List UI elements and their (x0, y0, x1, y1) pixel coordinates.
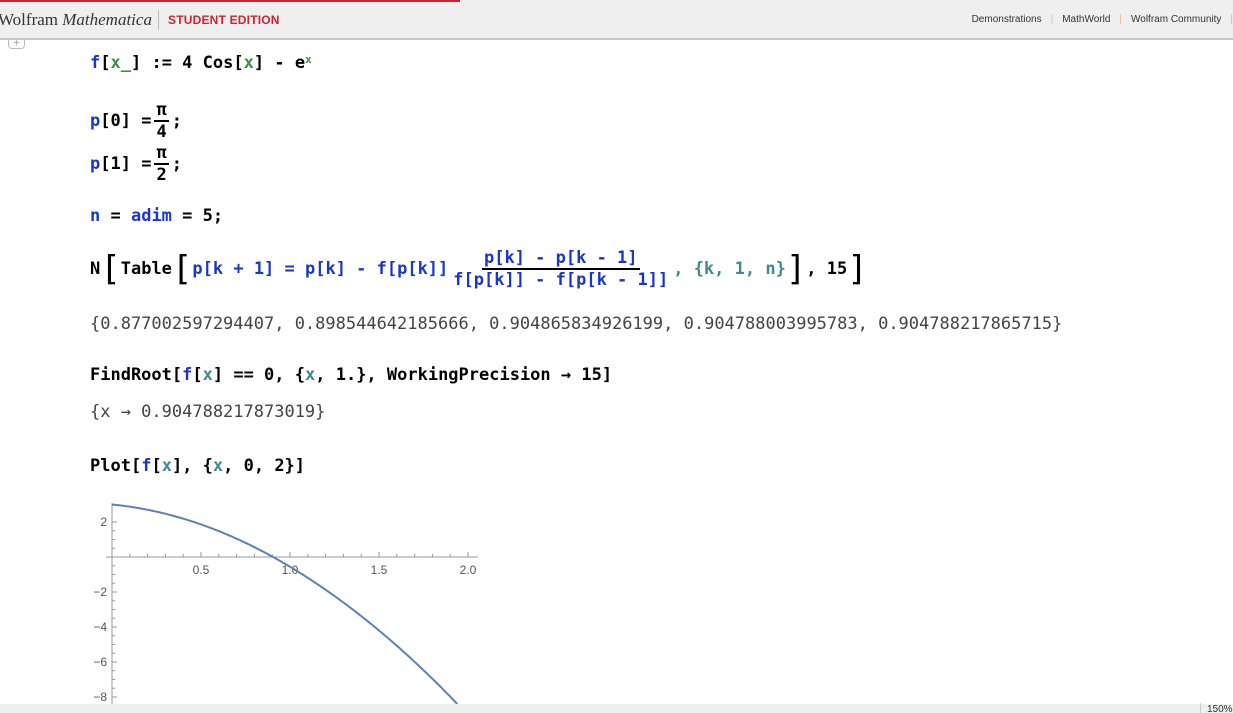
code-text: p[k + 1] = p[k] - f[p[k]] (192, 259, 449, 279)
code-text: [0] = (100, 111, 152, 131)
numerator: p[k] - p[k - 1] (481, 248, 640, 270)
y-tick-label: 2 (100, 515, 107, 529)
y-tick-label: −8 (93, 690, 107, 704)
var-x: x (305, 365, 316, 385)
output-findroot: {x → 0.904788217873019} (90, 402, 326, 422)
x-tick-label: 0.5 (193, 563, 210, 577)
var-x: x (212, 456, 224, 476)
y-tick-label: −6 (93, 655, 107, 669)
iterator: , {k, 1, n} (673, 259, 786, 279)
denominator: f[p[k]] - f[p[k - 1]] (453, 270, 669, 290)
fraction: p[k] - p[k - 1] f[p[k]] - f[p[k - 1]] (451, 248, 670, 290)
symbol-p: p (90, 154, 101, 174)
symbol-n: n (90, 206, 101, 226)
input-cell-p0[interactable]: p [0] = π 4; (90, 100, 182, 142)
code-text: , 15 (806, 259, 848, 279)
brand-logo[interactable]: Wolfram Mathematica (0, 10, 152, 30)
y-tick-label: −4 (93, 620, 107, 634)
var-x: x (243, 53, 254, 73)
input-cell-table[interactable]: N[Table[p[k + 1] = p[k] - f[p[k]] p[k] -… (90, 248, 868, 290)
add-cell-button[interactable]: + (8, 37, 25, 49)
link-wolfram-community[interactable]: Wolfram Community (1131, 14, 1222, 25)
code-text: := 4 Cos[ (151, 53, 244, 73)
code-text: Plot[ (90, 456, 142, 476)
link-demonstrations[interactable]: Demonstrations (971, 14, 1042, 25)
brand-italic: Mathematica (62, 10, 152, 29)
divider (158, 10, 159, 30)
code-table: Table (120, 259, 172, 279)
progress-line (0, 0, 460, 2)
code-text: = 5; (171, 206, 224, 226)
symbol-adim: adim (130, 206, 172, 226)
function-curve (111, 503, 459, 705)
top-bar: Wolfram Mathematica STUDENT EDITION Demo… (0, 0, 1233, 40)
symbol-f: f (90, 53, 101, 73)
x-tick-label: 1.0 (282, 563, 299, 577)
var-x: x (202, 365, 213, 385)
exponent: x (305, 52, 312, 66)
code-text: ; (171, 154, 182, 174)
x-tick-label: 1.5 (371, 563, 388, 577)
x-tick-label: 2.0 (460, 563, 477, 577)
header-links: Demonstrations | MathWorld | Wolfram Commu… (963, 14, 1233, 25)
input-cell-plot[interactable]: Plot[f[x], {x, 0, 2}] (90, 456, 306, 476)
code-text: ] == 0, { (212, 365, 305, 385)
code-text: ] - (253, 53, 285, 73)
brand-main: Wolfram (0, 10, 58, 29)
zoom-level[interactable]: 150% (1200, 703, 1233, 713)
code-text: = (100, 206, 131, 226)
pattern-x: x_ (110, 53, 131, 73)
code-text: ], { (171, 456, 213, 476)
exp-e: e (294, 53, 306, 73)
symbol-p: p (90, 111, 101, 131)
y-tick-label: −2 (93, 585, 107, 599)
var-x: x (161, 456, 172, 476)
status-bar (0, 704, 1233, 713)
input-cell-p1[interactable]: p [1] = π 2; (90, 143, 182, 185)
symbol-f: f (182, 365, 193, 385)
output-table: {0.877002597294407, 0.898544642185666, 0… (90, 314, 1063, 334)
code-text: FindRoot[ (90, 365, 183, 385)
code-text: [1] = (100, 154, 152, 174)
denominator: 2 (156, 165, 167, 185)
code-N: N (90, 259, 101, 279)
symbol-f: f (141, 456, 152, 476)
edition-label: STUDENT EDITION (168, 13, 280, 27)
code-text: , 1.}, WorkingPrecision → 15] (315, 365, 613, 385)
denominator: 4 (156, 122, 167, 142)
input-cell-findroot[interactable]: FindRoot[f[x] == 0, {x, 1.}, WorkingPrec… (90, 365, 613, 385)
code-text: , 0, 2}] (223, 456, 306, 476)
numerator: π (154, 100, 169, 122)
link-mathworld[interactable]: MathWorld (1062, 14, 1111, 25)
input-cell-n[interactable]: n = adim = 5; (90, 206, 223, 226)
numerator: π (154, 143, 169, 165)
code-text: ; (171, 111, 182, 131)
